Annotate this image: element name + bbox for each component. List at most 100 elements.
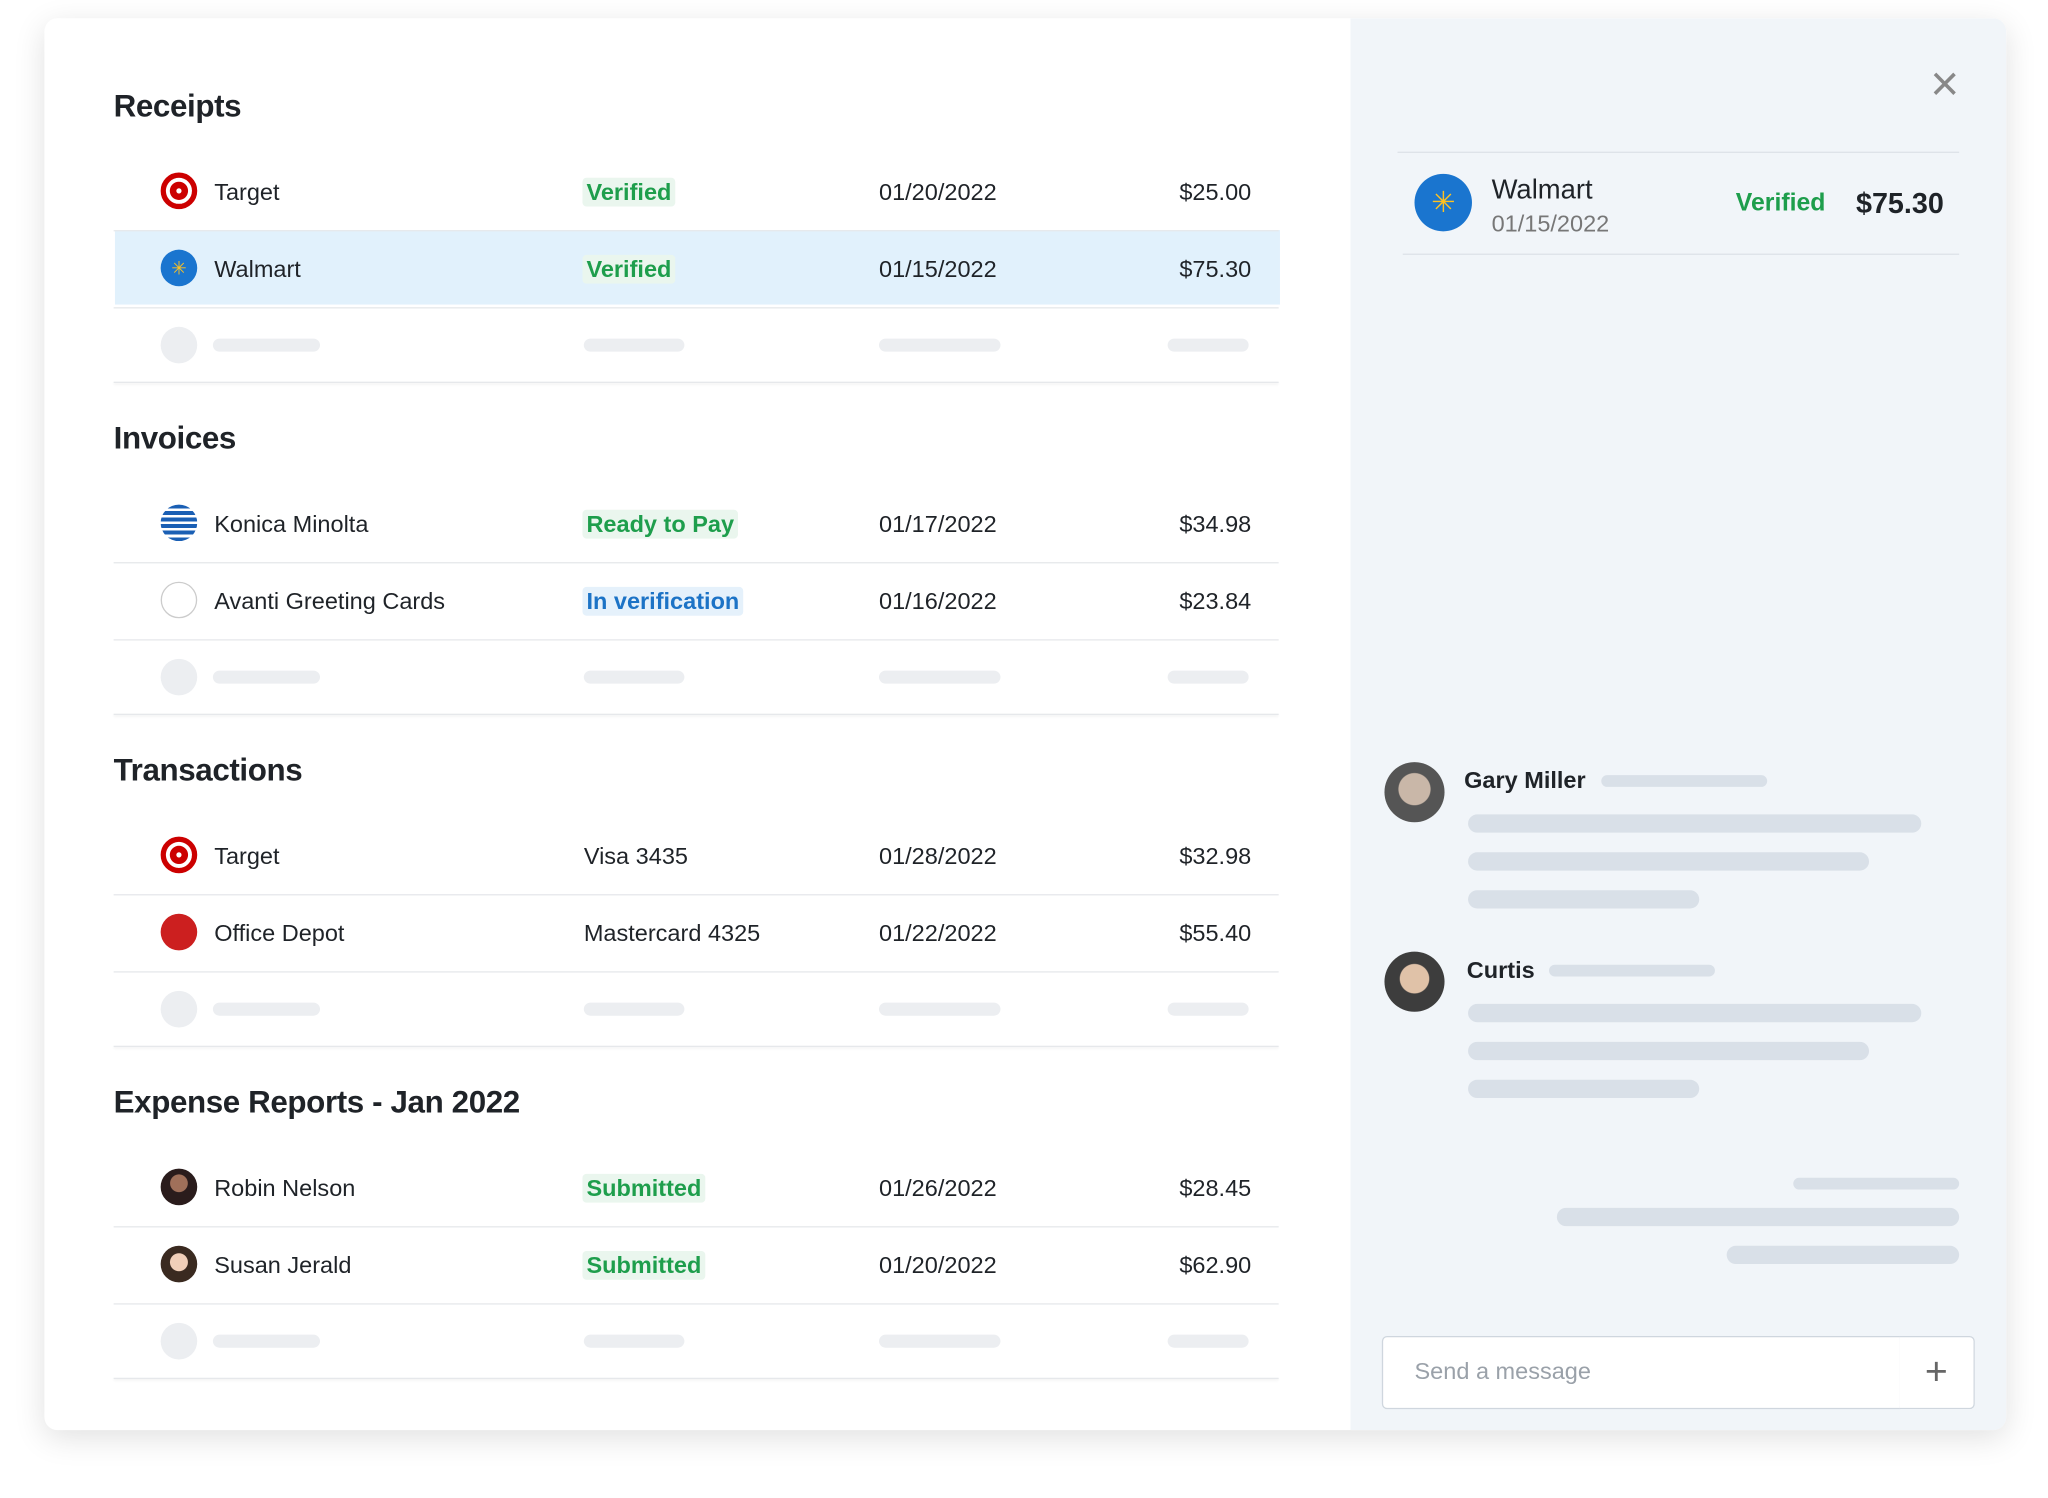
icon [1384,951,1445,1012]
detail-status: Verified [1735,189,1826,217]
row-separator [113,230,1279,232]
detail-name: Walmart [1491,175,1593,206]
section-title: Transactions [113,752,303,789]
detail-date: 01/15/2022 [1491,210,1610,237]
row-name: Target [214,179,280,206]
row-name: Susan Jerald [214,1252,352,1279]
row-date: 01/17/2022 [879,511,997,538]
icon: ✳ [1414,173,1472,232]
placeholder-icon [160,1322,198,1360]
icon [160,172,198,210]
row-name: Office Depot [214,920,345,947]
payment-method: Mastercard 4325 [583,920,761,947]
placeholder [1167,670,1249,684]
reply-line [1793,1177,1960,1190]
placeholder [583,670,685,684]
placeholder [1601,775,1768,787]
row-amount: $28.45 [1179,1175,1252,1202]
input-placeholder: Send a message [1414,1358,1591,1385]
row-highlight [114,230,1280,305]
icon [1384,762,1445,823]
icon [160,581,198,619]
placeholder [1167,338,1249,352]
card-bottom [113,381,1279,384]
close-button[interactable]: × [1930,57,1960,113]
icon [160,1245,198,1283]
row-name: Konica Minolta [214,511,369,538]
row-date: 01/20/2022 [879,1252,997,1279]
placeholder [879,338,1001,352]
placeholder [583,338,685,352]
icon [160,913,198,951]
row-amount: $32.98 [1179,843,1252,870]
status-badge: Verified [582,254,676,284]
row-separator [113,971,1279,973]
reply-line [1726,1245,1960,1265]
row-date: 01/20/2022 [879,179,997,206]
status-badge: Submitted [582,1173,706,1203]
message-line [1468,890,1700,909]
row-date: 01/28/2022 [879,843,997,870]
row-amount: $23.84 [1179,588,1252,615]
row-separator [113,1303,1279,1305]
row-amount: $34.98 [1179,511,1252,538]
icon [160,1168,198,1206]
placeholder [1167,1334,1249,1348]
row-separator [113,1226,1279,1228]
card-bottom [113,1377,1279,1380]
row-amount: $55.40 [1179,920,1252,947]
message-line [1468,852,1870,871]
message-input[interactable] [1381,1335,1901,1410]
message-line [1468,814,1922,833]
placeholder-icon [160,326,198,364]
status-badge: In verification [582,586,744,616]
placeholder [583,1002,685,1016]
placeholder [212,1002,320,1016]
row-date: 01/16/2022 [879,588,997,615]
placeholder-icon [160,658,198,696]
message-author: Gary Miller [1464,767,1586,794]
card-bottom [113,713,1279,716]
row-separator [113,307,1279,309]
row-name: Walmart [214,256,301,283]
status-badge: Submitted [582,1250,706,1280]
section-title: Receipts [113,88,242,125]
section-title: Invoices [113,420,237,457]
row-date: 01/15/2022 [879,256,997,283]
section-title: Expense Reports - Jan 2022 [113,1084,521,1121]
status-badge: Ready to Pay [582,509,739,539]
row-name: Robin Nelson [214,1175,356,1202]
placeholder [212,1334,320,1348]
placeholder [212,338,320,352]
message-author: Curtis [1466,956,1535,984]
row-separator [113,894,1279,896]
row-name: Target [214,843,280,870]
payment-method: Visa 3435 [583,843,688,870]
placeholder [879,1002,1001,1016]
dialog: Receipts Target Verified 01/20/2022 $25.00 ✳ W… [44,18,2007,1431]
card-bottom [113,1045,1279,1048]
placeholder [212,670,320,684]
message-line [1468,1003,1922,1023]
reply-line [1556,1207,1960,1227]
message-line [1468,1079,1700,1099]
detail-amount: $75.30 [1855,186,1944,220]
icon [160,836,198,874]
placeholder [1167,1002,1249,1016]
add-button[interactable]: + [1899,1335,1975,1410]
row-amount: $25.00 [1179,179,1252,206]
icon: ✳ [160,249,198,287]
row-amount: $62.90 [1179,1252,1252,1279]
row-separator [113,562,1279,564]
placeholder [1549,964,1715,977]
placeholder [879,670,1001,684]
placeholder [879,1334,1001,1348]
detail-rule [1397,151,1960,153]
status-badge: Verified [582,177,676,207]
message-line [1468,1041,1870,1061]
row-amount: $75.30 [1179,256,1252,283]
icon [160,504,198,542]
placeholder-icon [160,990,198,1028]
